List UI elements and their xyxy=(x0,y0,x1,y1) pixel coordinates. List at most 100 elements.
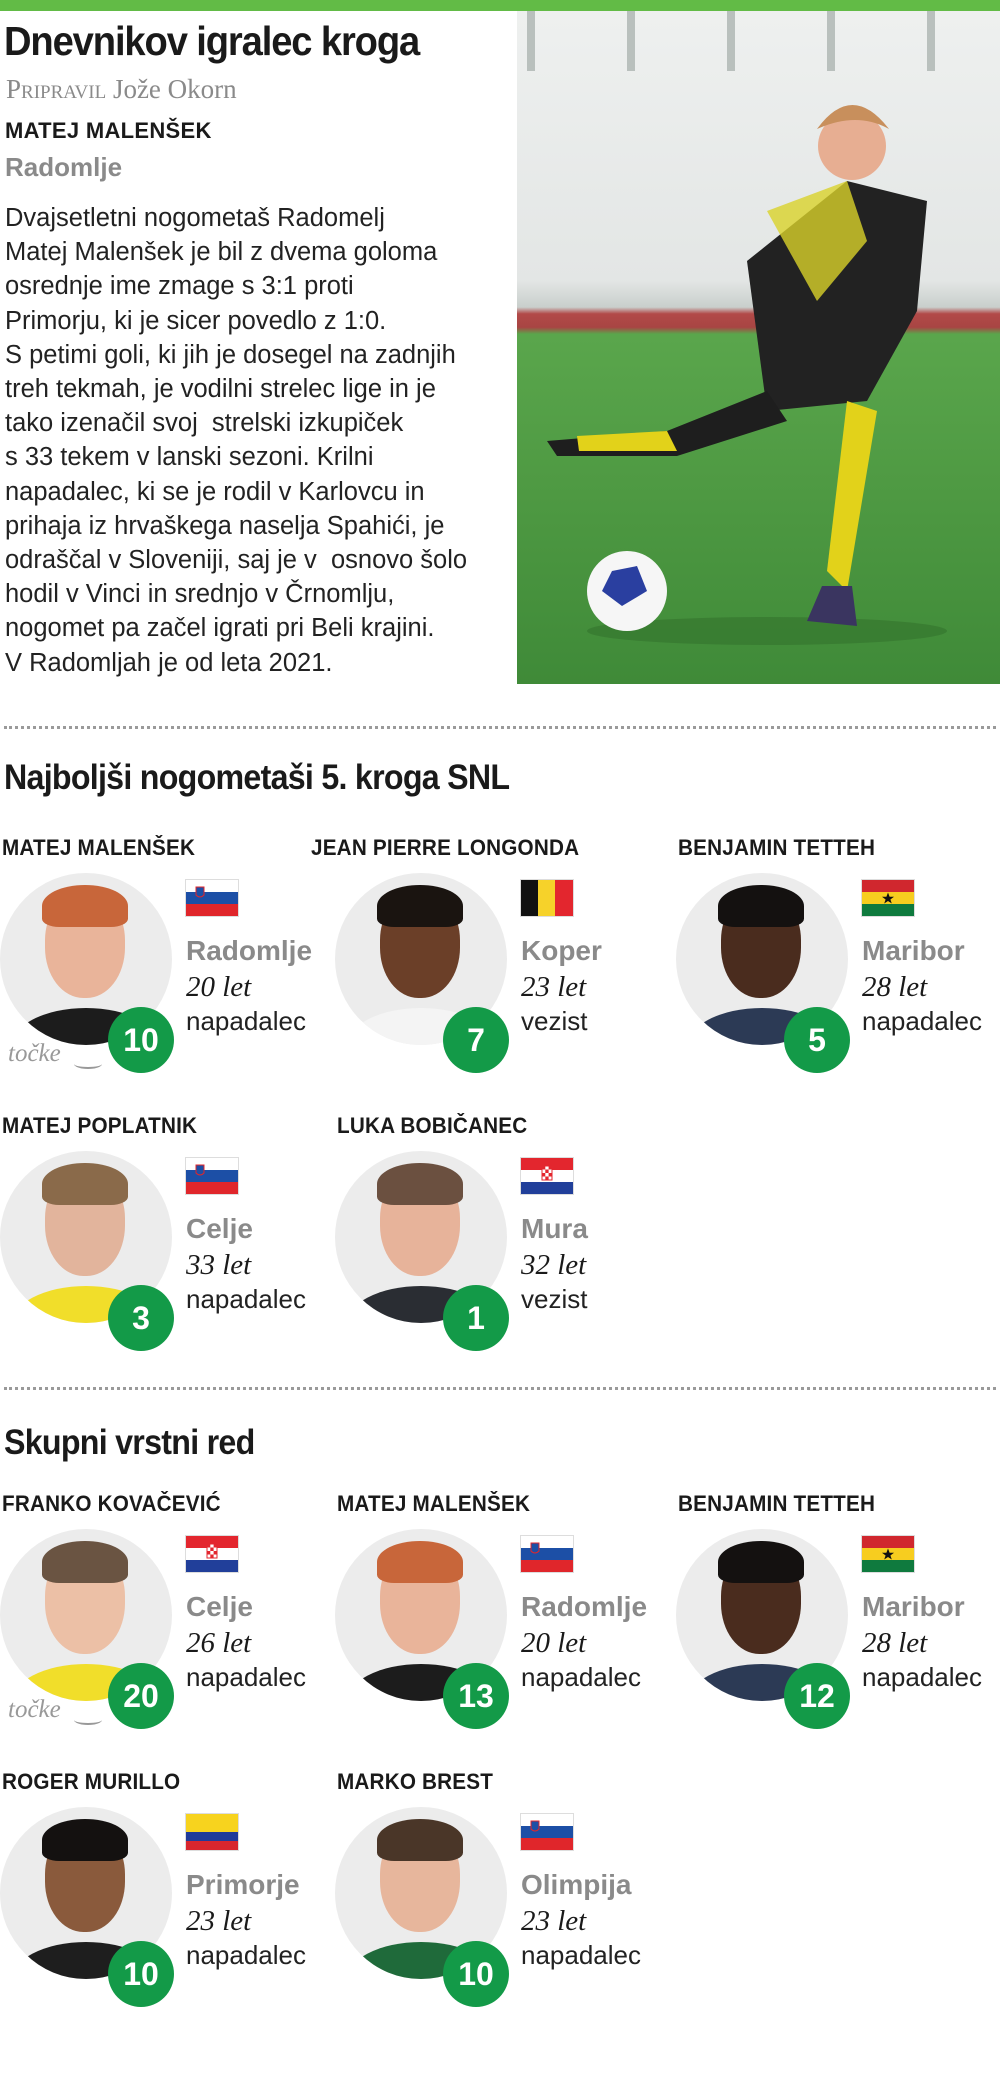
player-card: BENJAMIN TETTEH Maribor 28 let napadalec 5 xyxy=(676,835,996,1095)
article-line: osrednje ime zmage s 3:1 proti xyxy=(5,272,354,301)
colombia-flag-icon xyxy=(186,1814,238,1850)
article-line: s 33 tekem v lanski sezoni. Krilni xyxy=(5,443,374,472)
article-line: odraščal v Sloveniji, saj je v osnovo šo… xyxy=(5,546,468,575)
player-name: LUKA BOBIČANEC xyxy=(337,1113,528,1138)
slovenia-flag-icon xyxy=(521,1536,573,1572)
player-club: Primorje xyxy=(186,1869,300,1900)
player-name: ROGER MURILLO xyxy=(2,1769,181,1794)
points-badge: 12 xyxy=(784,1663,850,1729)
player-position: napadalec xyxy=(186,1284,306,1314)
player-name: BENJAMIN TETTEH xyxy=(678,835,876,860)
player-card: MATEJ MALENŠEK Radomlje 20 let napadalec 13 xyxy=(335,1491,655,1751)
player-age: 28 let xyxy=(862,971,928,1003)
article-line: V Radomljah je od leta 2021. xyxy=(5,648,333,677)
player-age: 26 let xyxy=(186,1627,252,1659)
article-line: prihaja iz hrvaškega naselja Spahići, je xyxy=(5,511,445,540)
featured-player-club: Radomlje xyxy=(5,152,123,182)
player-age: 23 let xyxy=(521,971,587,1003)
player-name: JEAN PIERRE LONGONDA xyxy=(311,835,580,860)
ghana-flag-icon xyxy=(862,1536,914,1572)
player-card: BENJAMIN TETTEH Maribor 28 let napadalec 12 xyxy=(676,1491,996,1751)
player-club: Maribor xyxy=(862,935,965,966)
player-age: 20 let xyxy=(186,971,252,1003)
player-portrait xyxy=(0,1807,172,1979)
player-age: 33 let xyxy=(186,1249,252,1281)
player-age: 28 let xyxy=(862,1627,928,1659)
player-position: napadalec xyxy=(521,1940,641,1970)
player-card: LUKA BOBIČANEC Mura 32 let vezist 1 xyxy=(335,1113,655,1373)
player-card: ROGER MURILLO Primorje 23 let napadalec 10 xyxy=(0,1769,320,2029)
points-badge: 7 xyxy=(443,1007,509,1073)
points-badge: 13 xyxy=(443,1663,509,1729)
article-line: Primorju, ki je sicer povedlo z 1:0. xyxy=(5,306,387,335)
points-badge: 10 xyxy=(443,1941,509,2007)
points-badge: 1 xyxy=(443,1285,509,1351)
player-position: napadalec xyxy=(521,1662,641,1692)
slovenia-flag-icon xyxy=(186,1158,238,1194)
ghana-flag-icon xyxy=(862,880,914,916)
player-name: FRANKO KOVAČEVIĆ xyxy=(2,1491,221,1516)
points-arrow-icon xyxy=(74,1059,102,1069)
player-club: Celje xyxy=(186,1213,253,1244)
player-name: MARKO BREST xyxy=(337,1769,494,1794)
player-position: napadalec xyxy=(862,1662,982,1692)
points-badge: 10 xyxy=(108,1941,174,2007)
article-line: nogomet pa začel igrati pri Beli krajini… xyxy=(5,614,435,643)
featured-article-text: Dvajsetletni nogometaš Radomelj Matej Mal… xyxy=(5,201,510,680)
player-card: JEAN PIERRE LONGONDA Koper 23 let vezist 7 xyxy=(311,835,655,1095)
top-accent-bar xyxy=(0,0,1000,11)
player-age: 32 let xyxy=(521,1249,587,1281)
article-line: Dvajsetletni nogometaš Radomelj xyxy=(5,204,385,232)
byline: Pripravil Jože Okorn xyxy=(6,74,237,105)
page-title: Dnevnikov igralec kroga xyxy=(4,18,420,64)
player-card: MARKO BREST Olimpija 23 let napadalec 10 xyxy=(335,1769,655,2029)
croatia-flag-icon xyxy=(186,1536,238,1572)
player-club: Koper xyxy=(521,935,602,966)
player-card: MATEJ MALENŠEK Radomlje 20 let napadalec 10 t… xyxy=(0,835,320,1095)
featured-player-photo xyxy=(517,11,1000,684)
player-name: MATEJ MALENŠEK xyxy=(2,835,196,860)
player-age: 23 let xyxy=(186,1905,252,1937)
player-position: napadalec xyxy=(186,1006,306,1036)
points-badge: 5 xyxy=(784,1007,850,1073)
player-club: Maribor xyxy=(862,1591,965,1622)
croatia-flag-icon xyxy=(521,1158,573,1194)
points-label: točke xyxy=(8,1040,61,1067)
player-name: MATEJ MALENŠEK xyxy=(337,1491,531,1516)
points-badge: 10 xyxy=(108,1007,174,1073)
points-badge: 20 xyxy=(108,1663,174,1729)
byline-author: Jože Okorn xyxy=(112,74,237,104)
player-portrait xyxy=(0,1529,172,1701)
byline-label: Pripravil xyxy=(6,74,107,104)
article-line: tako izenačil svoj strelski izkupiček xyxy=(5,409,404,438)
article-line: hodil v Vinci in srednjo v Črnomlju, xyxy=(5,580,395,609)
slovenia-flag-icon xyxy=(186,880,238,916)
points-badge: 3 xyxy=(108,1285,174,1351)
player-club: Radomlje xyxy=(521,1591,648,1622)
player-club: Celje xyxy=(186,1591,253,1622)
section-title-round: Najboljši nogometaši 5. kroga SNL xyxy=(4,758,510,797)
section-title-standings: Skupni vrstni red xyxy=(4,1423,255,1462)
player-card: FRANKO KOVAČEVIĆ Celje 26 let napadalec 20 to… xyxy=(0,1491,320,1751)
article-line: treh tekmah, je vodilni strelec lige in … xyxy=(5,375,436,404)
slovenia-flag-icon xyxy=(521,1814,573,1850)
player-portrait xyxy=(676,873,848,1045)
player-portrait xyxy=(676,1529,848,1701)
player-name: MATEJ POPLATNIK xyxy=(2,1113,198,1138)
player-club: Radomlje xyxy=(186,935,313,966)
article-line: napadalec, ki se je rodil v Karlovcu in xyxy=(5,477,425,506)
section-divider xyxy=(4,1387,996,1390)
featured-player-name: MATEJ MALENŠEK xyxy=(5,118,212,143)
player-age: 20 let xyxy=(521,1627,587,1659)
player-name: BENJAMIN TETTEH xyxy=(678,1491,876,1516)
player-position: napadalec xyxy=(862,1006,982,1036)
player-position: napadalec xyxy=(186,1940,306,1970)
player-age: 23 let xyxy=(521,1905,587,1937)
player-position: napadalec xyxy=(186,1662,306,1692)
player-club: Olimpija xyxy=(521,1869,632,1900)
belgium-flag-icon xyxy=(521,880,573,916)
section-divider xyxy=(4,726,996,729)
article-line: S petimi goli, ki jih je dosegel na zadn… xyxy=(5,340,456,369)
player-position: vezist xyxy=(521,1006,588,1036)
points-label: točke xyxy=(8,1696,61,1723)
